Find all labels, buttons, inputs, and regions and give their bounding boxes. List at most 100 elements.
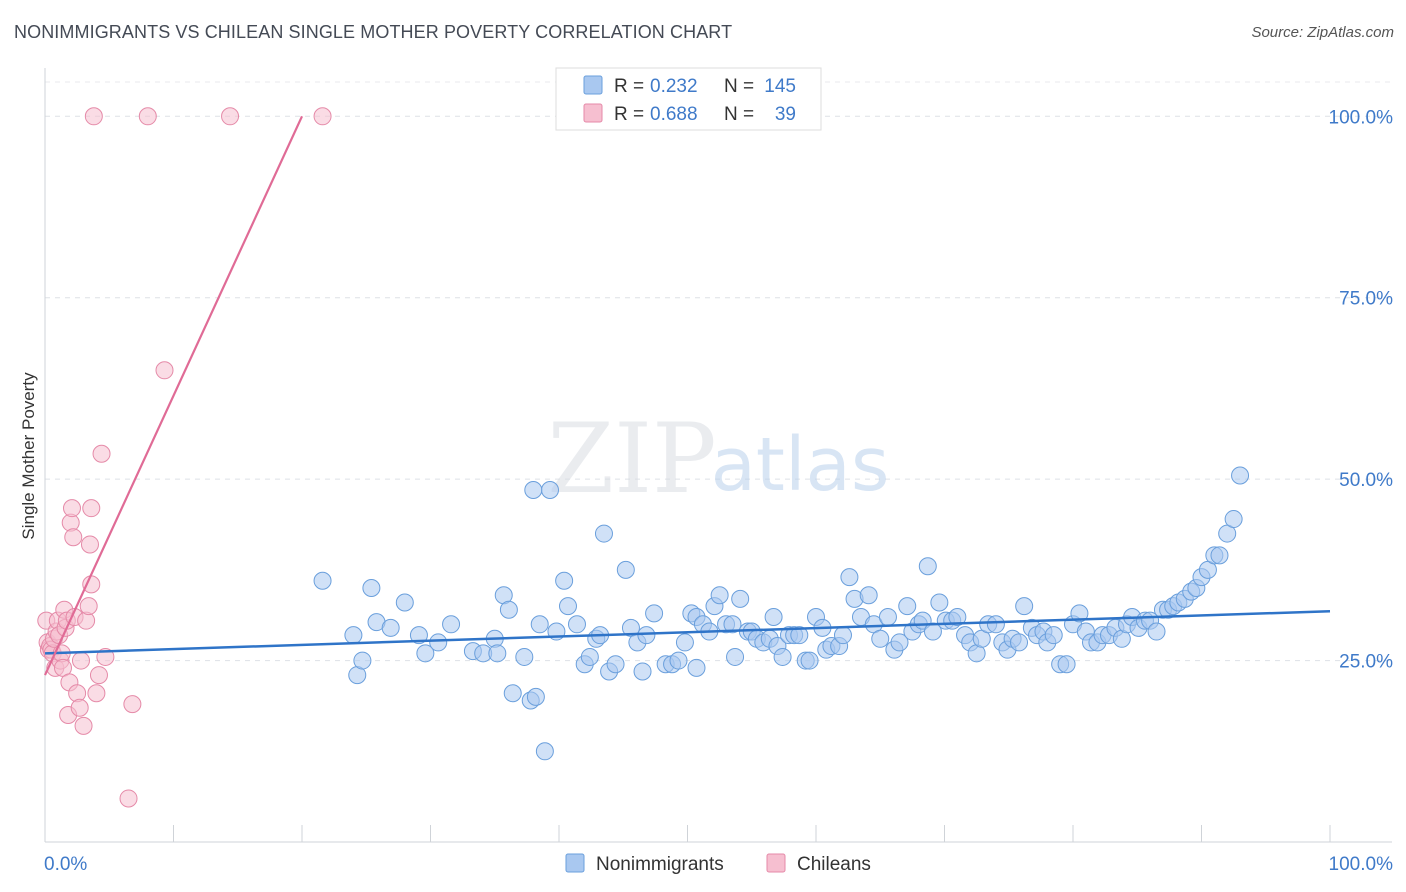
nonimmigrants-point xyxy=(1147,622,1166,641)
nonimmigrants-point xyxy=(645,604,664,623)
nonimmigrants-point xyxy=(669,651,688,670)
y-tick-labels: 25.0% 50.0% 75.0% 100.0% xyxy=(1329,107,1394,672)
nonimmigrants-point xyxy=(409,626,428,645)
nonimmigrants-point xyxy=(637,626,656,645)
legend-label-nonimmigrants: Nonimmigrants xyxy=(596,854,724,875)
nonimmigrants-point xyxy=(580,647,599,666)
chileans-point xyxy=(64,528,83,547)
nonimmigrants-point xyxy=(499,600,518,619)
nonimmigrants-point xyxy=(800,651,819,670)
stats-r-value-1: 0.232 xyxy=(650,76,698,97)
source-label: Source: ZipAtlas.com xyxy=(1251,24,1394,41)
nonimmigrants-point xyxy=(731,589,750,608)
nonimmigrants-point xyxy=(1210,546,1229,565)
chileans-point xyxy=(138,107,157,126)
stats-n-label-2: N = xyxy=(724,104,754,125)
watermark-zip: ZIP xyxy=(547,403,716,515)
y-axis-label: Single Mother Poverty xyxy=(19,372,38,540)
nonimmigrants-point xyxy=(871,629,890,648)
nonimmigrants-point xyxy=(986,615,1005,634)
chileans-trend-line xyxy=(44,115,303,676)
nonimmigrants-point xyxy=(1044,626,1063,645)
nonimmigrants-point xyxy=(541,481,560,500)
nonimmigrants-point xyxy=(840,568,859,587)
nonimmigrants-point xyxy=(878,608,897,627)
chileans-point xyxy=(82,499,101,518)
nonimmigrants-point xyxy=(594,524,613,543)
chileans-point xyxy=(74,716,93,735)
nonimmigrants-point xyxy=(526,687,545,706)
stats-swatch-chileans xyxy=(583,103,603,123)
nonimmigrants-point xyxy=(515,647,534,666)
nonimmigrants-point xyxy=(1224,510,1243,529)
legend-swatch-chileans xyxy=(766,853,786,873)
nonimmigrants-point xyxy=(503,684,522,703)
y-tick-label: 75.0% xyxy=(1339,289,1393,310)
nonimmigrants-point xyxy=(687,658,706,677)
nonimmigrants-points xyxy=(313,466,1250,761)
nonimmigrants-point xyxy=(710,586,729,605)
nonimmigrants-point xyxy=(859,586,878,605)
nonimmigrants-point xyxy=(764,608,783,627)
chileans-point xyxy=(71,651,90,670)
stats-n-value-1: 145 xyxy=(764,76,796,97)
nonimmigrants-point xyxy=(555,571,574,590)
nonimmigrants-point xyxy=(442,615,461,634)
nonimmigrants-point xyxy=(773,647,792,666)
nonimmigrants-point xyxy=(429,633,448,652)
nonimmigrants-point xyxy=(723,615,742,634)
nonimmigrants-point xyxy=(633,662,652,681)
stats-n-value-2: 39 xyxy=(775,104,796,125)
chileans-point xyxy=(89,666,108,685)
nonimmigrants-point xyxy=(918,557,937,576)
stats-r-label-2: R = xyxy=(614,104,644,125)
chileans-point xyxy=(119,789,138,808)
nonimmigrants-point xyxy=(1010,633,1029,652)
nonimmigrants-point xyxy=(726,647,745,666)
nonimmigrants-point xyxy=(416,644,435,663)
nonimmigrants-point xyxy=(381,618,400,637)
grid-lines xyxy=(45,81,1392,662)
nonimmigrants-point xyxy=(890,633,909,652)
nonimmigrants-point xyxy=(558,597,577,616)
stats-swatch-nonimmigrants xyxy=(583,75,603,95)
axes xyxy=(44,68,1392,843)
nonimmigrants-point xyxy=(948,608,967,627)
nonimmigrants-point xyxy=(524,481,543,500)
stats-legend: R = 0.232 N = 145 R = 0.688 N = 39 xyxy=(555,67,822,131)
nonimmigrants-point xyxy=(930,593,949,612)
x-tick-label: 0.0% xyxy=(44,854,87,875)
chileans-point xyxy=(87,684,106,703)
chileans-point xyxy=(313,107,332,126)
nonimmigrants-point xyxy=(606,655,625,674)
chart-title: NONIMMIGRANTS VS CHILEAN SINGLE MOTHER P… xyxy=(14,22,733,42)
chileans-point xyxy=(62,499,81,518)
nonimmigrants-point xyxy=(616,560,635,579)
nonimmigrants-point xyxy=(675,633,694,652)
chileans-point xyxy=(155,361,174,380)
chileans-point xyxy=(70,698,89,717)
nonimmigrants-point xyxy=(535,742,554,761)
y-tick-label: 50.0% xyxy=(1339,470,1393,491)
nonimmigrants-point xyxy=(1070,604,1089,623)
stats-n-label-1: N = xyxy=(724,76,754,97)
nonimmigrants-point xyxy=(898,597,917,616)
nonimmigrants-point xyxy=(313,571,332,590)
chileans-point xyxy=(123,695,142,714)
watermark-atlas: atlas xyxy=(711,422,890,508)
chileans-point xyxy=(92,444,111,463)
nonimmigrants-trend-line xyxy=(44,609,1331,655)
trend-lines xyxy=(44,115,1331,676)
stats-r-value-2: 0.688 xyxy=(650,104,698,125)
legend-label-chileans: Chileans xyxy=(797,854,871,875)
nonimmigrants-point xyxy=(1015,597,1034,616)
nonimmigrants-point xyxy=(530,615,549,634)
x-tick-label: 100.0% xyxy=(1329,854,1394,875)
y-tick-label: 100.0% xyxy=(1329,107,1394,128)
nonimmigrants-point xyxy=(362,579,381,597)
stats-r-label-1: R = xyxy=(614,76,644,97)
chileans-point xyxy=(80,535,99,554)
nonimmigrants-point xyxy=(344,626,363,645)
nonimmigrants-point xyxy=(1231,466,1250,485)
